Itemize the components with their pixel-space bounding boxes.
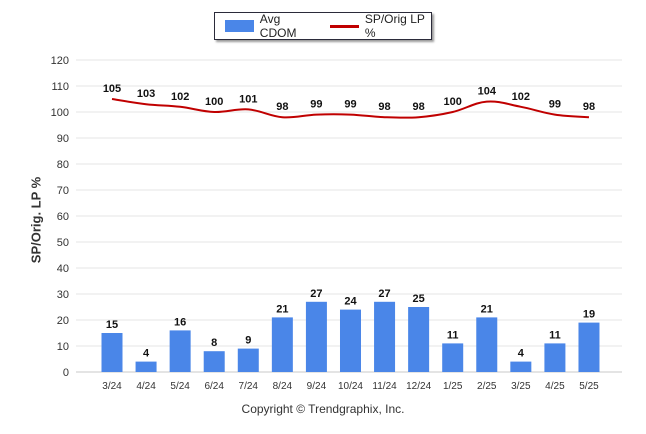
bar [374, 301, 396, 372]
bar-data-label: 25 [413, 293, 425, 305]
line-data-label: 98 [583, 101, 595, 113]
bar [135, 361, 157, 372]
bar-data-label: 21 [276, 303, 288, 315]
line-data-label: 102 [512, 91, 530, 103]
line-data-label: 99 [344, 99, 356, 111]
bar [203, 351, 225, 372]
y-tick-label: 60 [57, 211, 69, 223]
y-tick-label: 120 [51, 55, 69, 67]
bar [305, 301, 327, 372]
y-tick-label: 80 [57, 159, 69, 171]
y-tick-label: 70 [57, 185, 69, 197]
bar [578, 322, 600, 372]
bar [544, 343, 566, 372]
bar [476, 317, 498, 372]
x-tick-labels: 3/24 4/24 5/24 6/24 7/24 8/24 9/24 10/24 11/24 12… [102, 381, 599, 392]
y-tick-label: 10 [57, 341, 69, 353]
x-tick-label: 7/24 [239, 381, 259, 392]
y-tick-label: 100 [51, 107, 69, 119]
x-tick-label: 11/24 [372, 381, 397, 392]
line-data-label: 98 [276, 101, 288, 113]
x-tick-label: 4/25 [545, 381, 565, 392]
bar-data-label: 4 [518, 348, 525, 360]
x-tick-label: 2/25 [477, 381, 497, 392]
x-tick-label: 10/24 [338, 381, 363, 392]
bar-data-label: 21 [481, 303, 493, 315]
bar [271, 317, 293, 372]
y-tick-label: 0 [63, 367, 69, 379]
copyright-text: Copyright © Trendgraphix, Inc. [241, 402, 405, 416]
bar-series [101, 301, 600, 372]
line-series [111, 98, 590, 119]
line-data-label: 101 [239, 93, 257, 105]
bar-data-label: 27 [310, 288, 322, 300]
y-tick-label: 30 [57, 289, 69, 301]
bar-data-label: 9 [245, 335, 251, 347]
y-tick-label: 110 [51, 81, 69, 93]
grid-lines [76, 59, 622, 373]
bar [510, 361, 532, 372]
x-tick-label: 5/25 [579, 381, 599, 392]
x-tick-label: 8/24 [273, 381, 293, 392]
line-data-label: 105 [103, 83, 121, 95]
bar-data-labels: 15 4 16 8 9 21 27 24 27 25 11 21 4 11 19 [106, 288, 595, 360]
y-tick-labels: 0 10 20 30 40 50 60 70 80 90 100 110 120 [51, 55, 69, 379]
x-tick-label: 5/24 [170, 381, 190, 392]
bar [339, 309, 361, 372]
line-data-label: 98 [413, 101, 425, 113]
legend-item-line: SP/Orig LP % [314, 12, 431, 40]
bar-data-label: 16 [174, 316, 186, 328]
x-tick-label: 12/24 [406, 381, 431, 392]
x-tick-label: 1/25 [443, 381, 463, 392]
legend-line-label: SP/Orig LP % [364, 12, 425, 40]
line-data-label: 99 [310, 99, 322, 111]
bar [169, 330, 191, 372]
legend: Avg CDOM SP/Orig LP % [214, 12, 432, 40]
bar-data-label: 11 [549, 329, 561, 341]
bar [237, 348, 259, 372]
bar-data-label: 19 [583, 309, 595, 321]
bar-data-label: 15 [106, 319, 118, 331]
x-tick-label: 3/24 [102, 381, 122, 392]
legend-line-swatch [330, 24, 359, 28]
line-data-label: 104 [478, 86, 497, 98]
line-data-label: 100 [205, 96, 223, 108]
bar [101, 333, 123, 372]
legend-item-bar: Avg CDOM [215, 12, 314, 40]
line-data-label: 102 [171, 91, 189, 103]
bar-data-label: 24 [344, 296, 357, 308]
y-tick-label: 50 [57, 237, 69, 249]
line-data-label: 103 [137, 88, 155, 100]
x-tick-label: 6/24 [204, 381, 224, 392]
legend-bar-swatch [225, 20, 254, 32]
y-axis-label: SP/Orig. LP % [28, 176, 44, 264]
y-tick-label: 90 [57, 133, 69, 145]
bar [442, 343, 464, 372]
bar [408, 307, 430, 372]
legend-bar-label: Avg CDOM [259, 12, 297, 40]
y-tick-label: 20 [57, 315, 69, 327]
line-data-label: 98 [378, 101, 390, 113]
x-tick-label: 3/25 [511, 381, 531, 392]
bar-data-label: 27 [378, 288, 390, 300]
line-data-label: 99 [549, 99, 561, 111]
y-tick-label: 40 [57, 263, 69, 275]
x-tick-label: 9/24 [307, 381, 327, 392]
bar-data-label: 11 [447, 329, 459, 341]
line-data-label: 100 [444, 96, 462, 108]
x-tick-label: 4/24 [136, 381, 156, 392]
bar-data-label: 8 [211, 337, 217, 349]
line-data-labels: 105 103 102 100 101 98 99 99 98 98 100 104 102 99 98 [103, 83, 595, 113]
bar-data-label: 4 [143, 348, 150, 360]
